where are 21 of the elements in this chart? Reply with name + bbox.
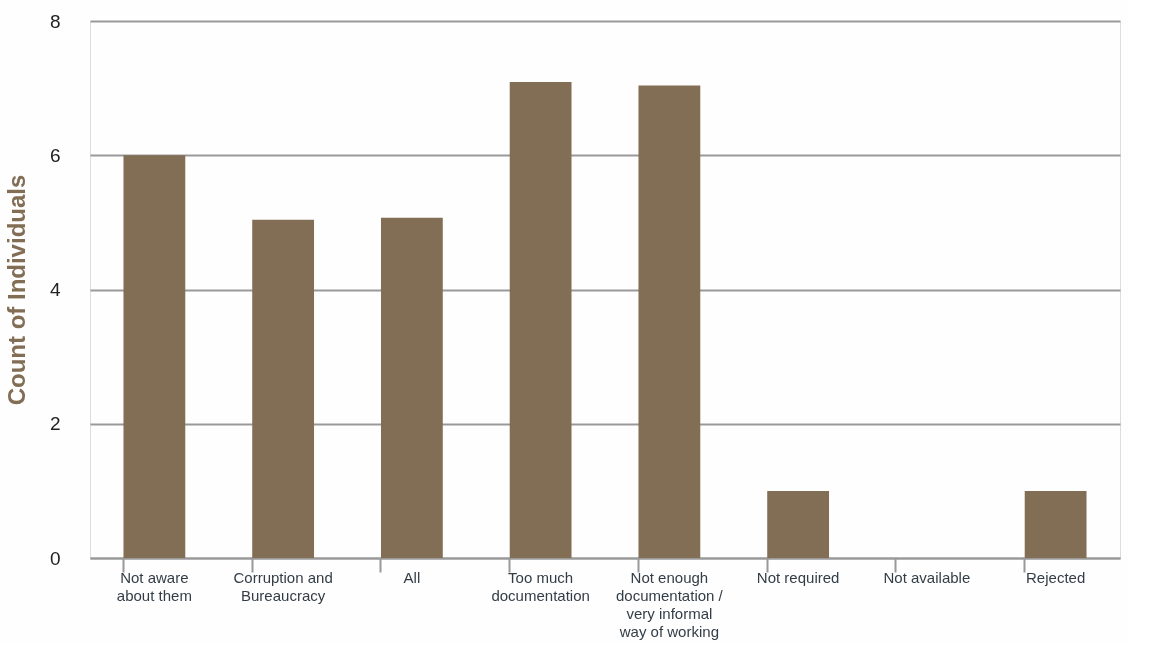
bar bbox=[767, 490, 830, 558]
x-tick-label: Rejected bbox=[1026, 568, 1086, 586]
y-axis-title: Count of Individuals bbox=[2, 174, 30, 406]
x-tick-label: All bbox=[403, 568, 421, 586]
y-tick-label: 6 bbox=[49, 144, 61, 166]
x-tick-label: Not enough documentation / very informal way of working bbox=[616, 568, 724, 640]
bar bbox=[638, 85, 701, 558]
bar bbox=[1024, 490, 1087, 558]
x-tick-label: Corruption and Bureaucracy bbox=[233, 568, 333, 604]
y-tick-label: 4 bbox=[49, 279, 61, 300]
bar bbox=[252, 219, 315, 558]
bar bbox=[509, 82, 572, 558]
bar bbox=[380, 217, 443, 558]
x-tick-label: Too much documentation bbox=[491, 568, 590, 604]
x-tick-label: Not required bbox=[756, 568, 840, 586]
y-tick-label: 0 bbox=[49, 547, 61, 569]
x-tick-label: Not available bbox=[883, 568, 971, 586]
y-tick-label: 2 bbox=[49, 413, 61, 435]
x-tick-label: Not aware about them bbox=[116, 568, 192, 604]
y-tick-label: 8 bbox=[49, 10, 61, 32]
bar bbox=[123, 155, 186, 558]
